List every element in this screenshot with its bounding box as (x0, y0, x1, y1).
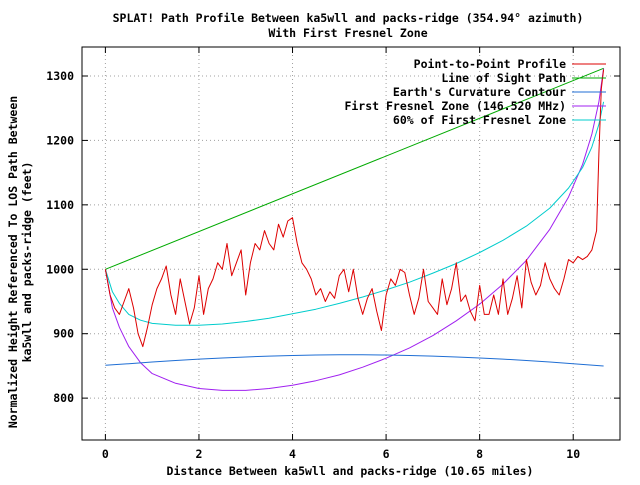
axis-ticks: 0 2 4 6 8 10 800 900 1000 1100 1200 1300 (46, 47, 620, 461)
x-tick-label: 10 (566, 447, 580, 461)
x-tick-label: 0 (102, 447, 109, 461)
series-line-60-of-first-fresnel-zone (104, 101, 605, 326)
y-tick-label: 900 (53, 327, 74, 341)
legend-label-point-to-point-profile: Point-to-Point Profile (414, 57, 566, 71)
legend-label-line-of-sight-path: Line of Sight Path (441, 71, 566, 85)
grid (82, 47, 620, 440)
y-axis-label-line1: Normalized Height Referenced To LOS Path… (6, 96, 20, 428)
x-tick-label: 8 (476, 447, 483, 461)
series-line-line-of-sight-path (105, 67, 604, 270)
legend-label-60-of-first-fresnel-zone: 60% of First Fresnel Zone (393, 113, 566, 127)
x-tick-label: 2 (195, 447, 202, 461)
x-tick-label: 4 (289, 447, 296, 461)
y-tick-label: 1300 (46, 69, 74, 83)
series-line-earth-s-curvature-contour (105, 354, 604, 367)
chart-title: SPLAT! Path Profile Between ka5wll and p… (113, 11, 584, 25)
x-tick-label: 6 (383, 447, 390, 461)
series-line-first-fresnel-zone-146-520-mhz (104, 68, 605, 391)
series-line-point-to-point-profile (104, 69, 605, 348)
y-tick-label: 1000 (46, 262, 74, 276)
y-tick-label: 1200 (46, 133, 74, 147)
y-tick-label: 1100 (46, 198, 74, 212)
series-group (104, 67, 605, 391)
legend-label-first-fresnel-zone-146-520-mhz: First Fresnel Zone (146.520 MHz) (344, 99, 566, 113)
y-axis-label-line2: ka5wll and packs-ridge (feet) (20, 162, 34, 363)
plot-frame (81, 46, 621, 441)
legend-label-earth-s-curvature-contour: Earth's Curvature Contour (393, 85, 566, 99)
chart-subtitle: With First Fresnel Zone (268, 26, 427, 40)
x-axis-label: Distance Between ka5wll and packs-ridge … (167, 464, 534, 478)
y-tick-label: 800 (53, 391, 74, 405)
